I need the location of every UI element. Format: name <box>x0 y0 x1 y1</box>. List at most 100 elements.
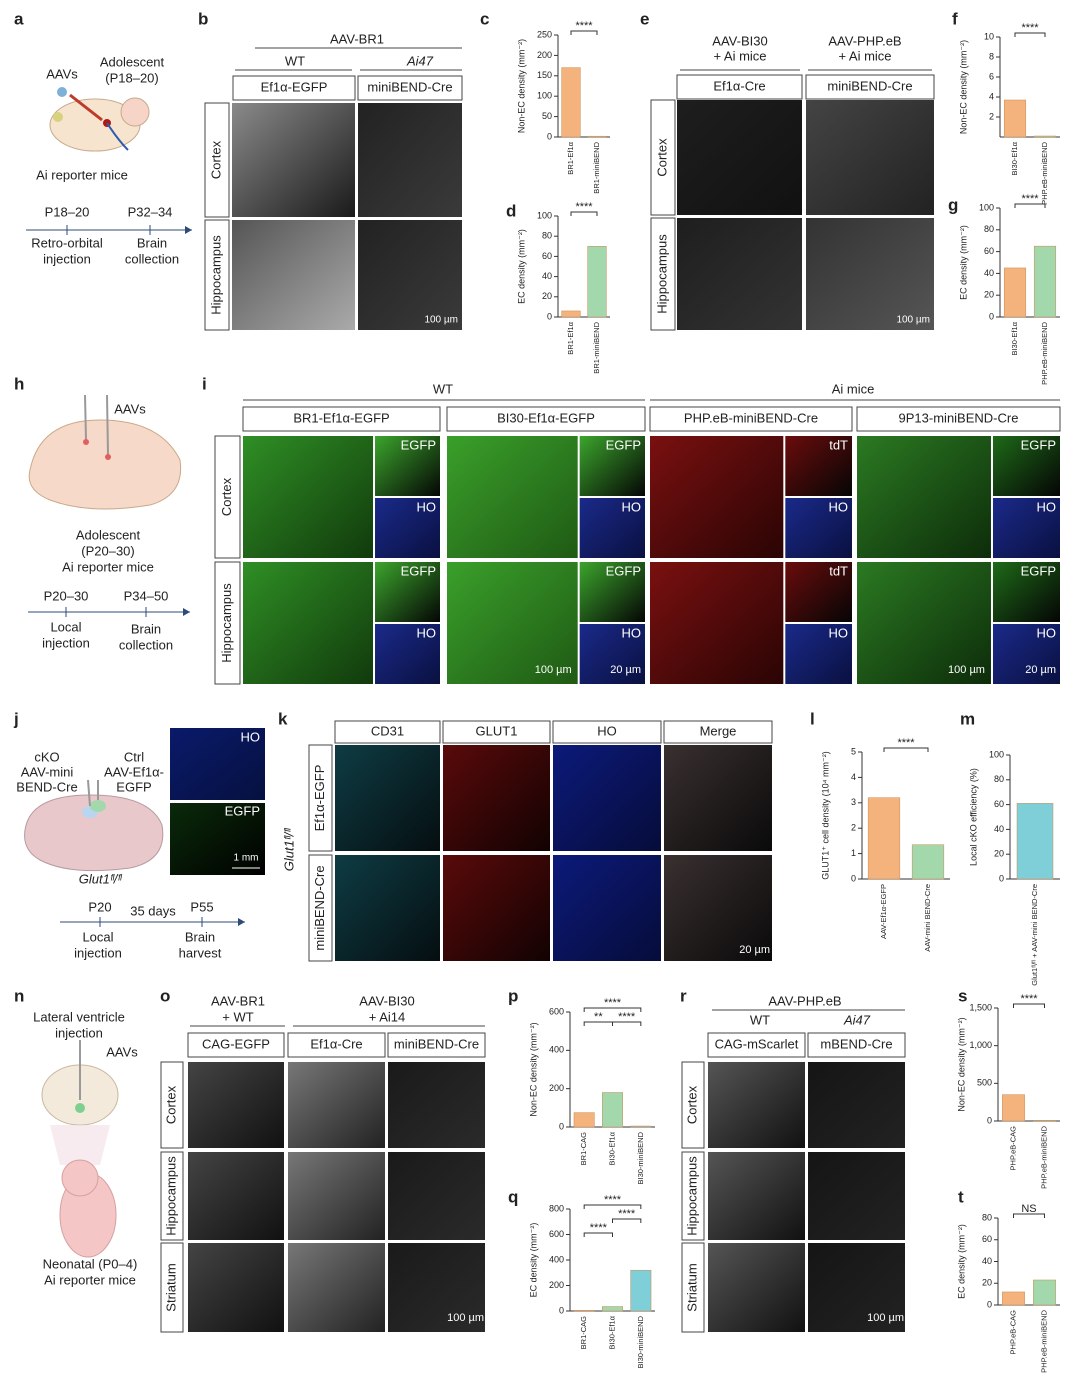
label: HO <box>241 729 261 744</box>
region-label: Hippocampus <box>163 1156 178 1236</box>
y-tick-label: 1,000 <box>969 1040 992 1050</box>
label: 100 µm <box>424 315 458 326</box>
label-box <box>807 1032 906 1058</box>
injection-site <box>83 439 89 445</box>
significance-bracket <box>583 1204 642 1209</box>
label: HO <box>1037 499 1057 514</box>
label-box <box>856 406 1061 432</box>
y-tick-label: 0 <box>987 1299 992 1309</box>
column-label: CAG-mScarlet <box>715 1036 799 1051</box>
y-tick-label: 10 <box>984 31 994 41</box>
bar <box>1003 267 1027 318</box>
significance-bracket <box>883 747 929 752</box>
panel-letter: t <box>958 1187 964 1206</box>
significance-label: **** <box>618 1011 636 1023</box>
panel-letter: a <box>14 9 24 28</box>
panel-letter: h <box>14 374 24 393</box>
label-box <box>214 561 241 685</box>
micrograph <box>708 1243 805 1332</box>
bar <box>1033 245 1057 318</box>
label-box <box>676 74 803 100</box>
micrograph <box>664 745 772 851</box>
label-box <box>552 720 662 744</box>
label: Ctrl <box>124 749 144 764</box>
label: HO <box>417 499 437 514</box>
label: HO <box>829 499 849 514</box>
significance-label: **** <box>1021 193 1039 205</box>
label: AAV-Ef1α- <box>104 764 164 779</box>
x-tick-label: BI30-Ef1α <box>1010 321 1019 355</box>
micrograph <box>650 562 784 684</box>
bar <box>630 1125 652 1128</box>
y-tick-label: 0 <box>987 1115 992 1125</box>
bar <box>1003 99 1027 138</box>
y-tick-label: 40 <box>542 271 552 281</box>
micrograph <box>808 1152 905 1240</box>
panel-letter: o <box>160 986 170 1005</box>
y-tick-label: 80 <box>982 1212 992 1222</box>
micrograph <box>188 1152 284 1240</box>
panel-letter: m <box>960 709 975 728</box>
label: 100 µm <box>896 315 930 326</box>
panel-letter: n <box>14 986 24 1005</box>
micrograph <box>579 498 645 558</box>
micrograph <box>288 1243 385 1332</box>
y-tick-label: 4 <box>989 91 994 101</box>
bar <box>911 844 945 880</box>
micrograph <box>358 220 462 330</box>
label: Brain <box>131 621 161 636</box>
label: Glut1ᶠˡ/ᶠˡ <box>79 871 123 886</box>
label: injection <box>43 251 91 266</box>
y-tick-label: 20 <box>994 849 1004 859</box>
x-tick-label: BR1-miniBEND <box>592 321 601 373</box>
label: P55 <box>190 899 213 914</box>
label: 100 µm <box>447 1312 484 1324</box>
pup-head <box>61 1159 99 1197</box>
column-label: miniBEND-Cre <box>367 79 452 94</box>
micrograph <box>785 562 852 622</box>
label: collection <box>119 637 173 652</box>
column-label: CD31 <box>371 723 404 738</box>
label: AAV-BI30 <box>712 33 767 48</box>
label: P18–20 <box>45 204 90 219</box>
label: EGFP <box>401 437 436 452</box>
y-tick-label: 20 <box>984 290 994 300</box>
y-axis-label: Non-EC density (mm⁻²) <box>516 39 526 133</box>
y-tick-label: 1 <box>851 848 856 858</box>
label: Retro-orbital <box>31 235 103 250</box>
label: AAV-mini <box>21 764 74 779</box>
label-box <box>204 219 230 331</box>
label: P32–34 <box>128 204 173 219</box>
x-tick-label: PHP.eB-miniBEND <box>1040 141 1049 204</box>
label: Lateral ventricle <box>33 1009 125 1024</box>
x-tick-label: BI30-Ef1α <box>607 1131 616 1165</box>
significance-label: **** <box>604 1194 622 1206</box>
y-tick-label: 400 <box>549 1254 564 1264</box>
label: Ai reporter mice <box>44 1272 136 1287</box>
y-tick-label: 200 <box>537 50 552 60</box>
label: AAV-BR1 <box>330 31 384 46</box>
micrograph <box>447 436 578 558</box>
injection-site <box>75 1103 85 1113</box>
y-tick-label: 2 <box>989 111 994 121</box>
significance-label: ** <box>594 1011 603 1023</box>
micrograph <box>388 1062 485 1148</box>
syringe <box>69 93 103 122</box>
label: EGFP <box>606 563 641 578</box>
x-tick-label: PHP.eB-miniBEND <box>1039 1125 1048 1188</box>
significance-label: **** <box>1021 22 1039 34</box>
micrograph <box>388 1152 485 1240</box>
label: HO <box>622 625 642 640</box>
micrograph <box>808 1243 905 1332</box>
micrograph <box>579 436 645 496</box>
y-tick-label: 20 <box>542 291 552 301</box>
panel-letter: c <box>480 9 489 28</box>
y-tick-label: 200 <box>549 1083 564 1093</box>
y-tick-label: 400 <box>549 1045 564 1055</box>
label-box <box>387 1032 486 1058</box>
y-tick-label: 0 <box>999 873 1004 883</box>
y-tick-label: 80 <box>542 231 552 241</box>
column-label: Merge <box>700 723 737 738</box>
y-tick-label: 40 <box>984 268 994 278</box>
label: EGFP <box>1021 563 1056 578</box>
